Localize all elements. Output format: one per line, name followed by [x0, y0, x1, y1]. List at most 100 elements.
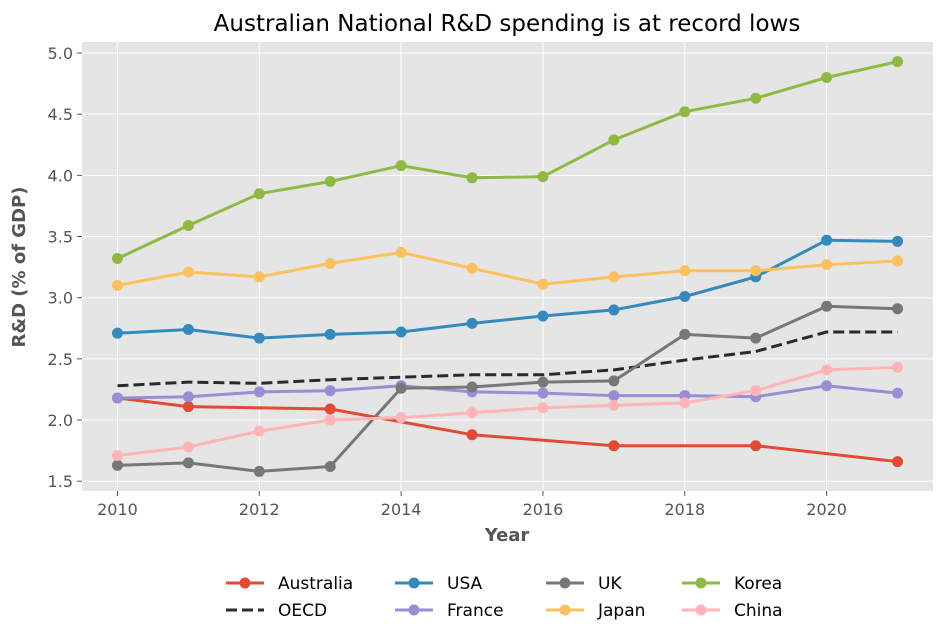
data-point-uk [537, 376, 549, 388]
data-point-china [182, 441, 194, 453]
data-point-australia [466, 429, 478, 441]
data-point-france [253, 386, 265, 398]
data-point-korea [111, 253, 123, 265]
legend: Australia OECD USA France UK Japan Korea China [226, 574, 783, 621]
data-point-usa [395, 326, 407, 338]
legend-item-japan: Japan [546, 601, 645, 621]
data-point-china [537, 402, 549, 414]
y-tick-label: 4.5 [48, 105, 73, 124]
data-point-usa [537, 310, 549, 322]
data-point-uk [111, 459, 123, 471]
legend-marker-japan [559, 604, 571, 616]
chart-title: Australian National R&D spending is at r… [214, 11, 801, 37]
series-china [111, 361, 904, 462]
data-point-usa [253, 332, 265, 344]
legend-label-france: France [447, 601, 504, 621]
data-point-japan [892, 255, 904, 267]
data-point-china [750, 385, 762, 397]
data-point-china [253, 425, 265, 437]
series-layer [111, 56, 904, 477]
y-tick-label: 4.0 [48, 166, 73, 185]
legend-label-oecd: OECD [278, 601, 327, 621]
data-point-usa [182, 324, 194, 336]
data-point-korea [750, 92, 762, 104]
x-tick-label: 2016 [523, 500, 564, 519]
legend-item-korea: Korea [682, 574, 782, 594]
data-point-china [821, 364, 833, 376]
data-point-korea [892, 56, 904, 68]
legend-label-china: China [734, 601, 783, 621]
legend-label-australia: Australia [278, 574, 353, 594]
data-point-japan [679, 265, 691, 277]
data-point-korea [395, 160, 407, 172]
data-point-usa [466, 317, 478, 329]
legend-marker-china [695, 604, 707, 616]
data-point-australia [324, 403, 336, 415]
y-axis-ticks: 1.5 2.0 2.5 3.0 3.5 4.0 4.5 5.0 [48, 44, 82, 491]
data-point-china [892, 361, 904, 373]
data-point-korea [608, 134, 620, 146]
data-point-japan [182, 266, 194, 278]
legend-marker-usa [408, 577, 420, 589]
data-point-korea [324, 175, 336, 187]
data-point-uk [821, 300, 833, 312]
legend-marker-korea [695, 577, 707, 589]
legend-item-oecd: OECD [226, 601, 327, 621]
x-tick-label: 2018 [664, 500, 705, 519]
x-tick-label: 2020 [806, 500, 847, 519]
series-line-oecd [117, 330, 898, 388]
y-tick-label: 2.5 [48, 350, 73, 369]
data-point-china [466, 407, 478, 419]
data-point-korea [537, 171, 549, 183]
data-point-china [324, 414, 336, 426]
data-point-uk [253, 465, 265, 477]
data-point-japan [821, 259, 833, 271]
data-point-france [821, 380, 833, 392]
legend-item-australia: Australia [226, 574, 353, 594]
y-tick-label: 3.0 [48, 289, 73, 308]
series-line-korea [116, 60, 898, 260]
data-point-korea [466, 172, 478, 184]
data-point-usa [111, 327, 123, 339]
y-tick-label: 5.0 [48, 44, 73, 63]
y-tick-label: 3.5 [48, 228, 73, 247]
data-point-japan [324, 257, 336, 269]
data-point-australia [750, 440, 762, 452]
x-axis-ticks: 2010 2012 2014 2016 2018 2020 [97, 491, 847, 519]
data-point-usa [821, 234, 833, 246]
legend-item-usa: USA [395, 574, 483, 594]
data-point-france [324, 385, 336, 397]
series-line-france [117, 384, 898, 400]
data-point-china [608, 399, 620, 411]
data-point-uk [182, 457, 194, 469]
data-point-korea [679, 106, 691, 118]
x-tick-label: 2012 [239, 500, 280, 519]
series-line-japan [117, 250, 898, 287]
gridlines [82, 42, 933, 491]
x-axis-label: Year [484, 525, 530, 546]
data-point-usa [608, 304, 620, 316]
legend-item-france: France [395, 601, 504, 621]
data-point-france [608, 390, 620, 402]
legend-label-uk: UK [598, 574, 622, 594]
legend-marker-france [408, 604, 420, 616]
legend-label-korea: Korea [734, 574, 782, 594]
legend-label-usa: USA [447, 574, 483, 594]
data-point-france [537, 387, 549, 399]
data-point-australia [608, 440, 620, 452]
series-uk [111, 300, 904, 477]
data-point-australia [182, 401, 194, 413]
data-point-japan [395, 246, 407, 258]
x-tick-label: 2010 [97, 500, 138, 519]
data-point-uk [679, 328, 691, 340]
data-point-japan [466, 262, 478, 274]
data-point-australia [892, 456, 904, 468]
y-tick-label: 1.5 [48, 472, 73, 491]
data-point-usa [324, 328, 336, 340]
data-point-japan [608, 271, 620, 283]
data-point-china [679, 397, 691, 409]
data-point-usa [679, 290, 691, 302]
series-oecd [117, 330, 898, 388]
data-point-uk [395, 382, 407, 394]
data-point-france [111, 392, 123, 404]
